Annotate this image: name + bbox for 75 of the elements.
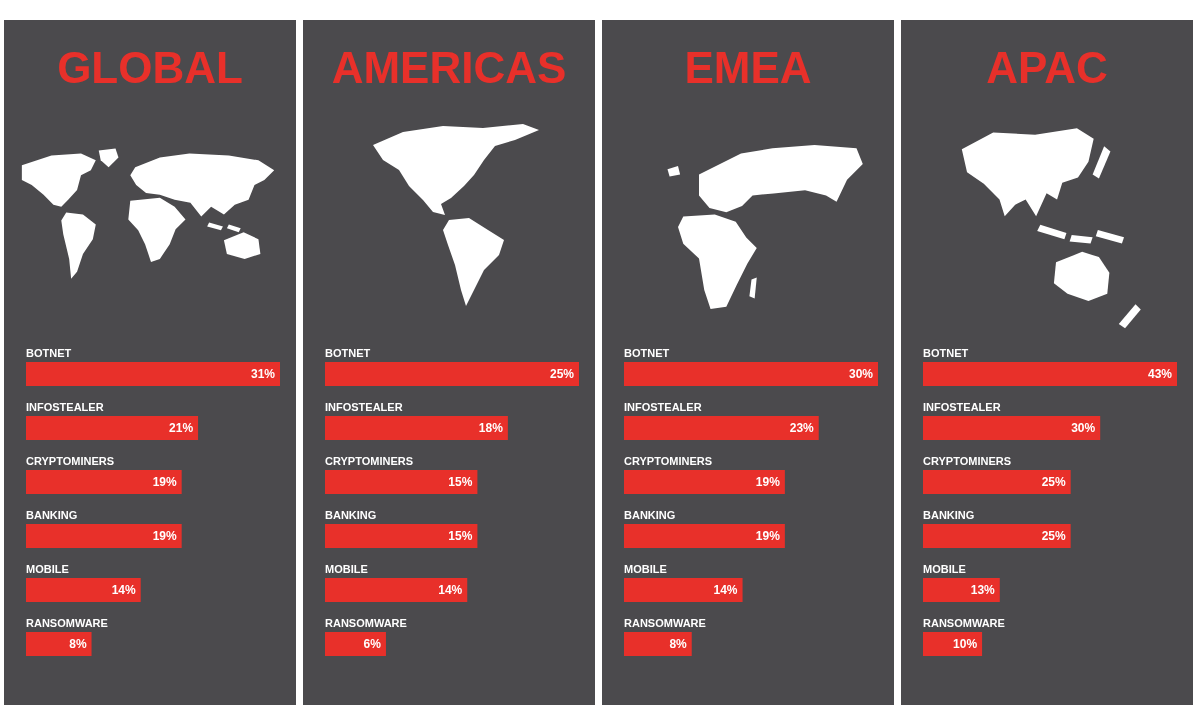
data-label: 25% — [549, 367, 575, 381]
y-tick-label: RANSOMWARE — [624, 616, 706, 629]
bar — [923, 524, 1071, 548]
y-tick-label: BOTNET — [325, 346, 371, 359]
bar — [26, 470, 182, 494]
bar — [923, 578, 1000, 602]
data-label: 14% — [111, 583, 137, 597]
y-tick-label: INFOSTEALER — [325, 400, 403, 413]
bar — [325, 578, 468, 602]
bar — [923, 470, 1071, 494]
bar — [923, 362, 1177, 386]
bar — [325, 362, 579, 386]
data-label: 8% — [669, 637, 688, 651]
chart-title: GLOBAL — [57, 42, 243, 92]
y-tick-label: MOBILE — [923, 562, 966, 575]
y-tick-label: BANKING — [26, 508, 78, 521]
y-tick-label: BOTNET — [26, 346, 72, 359]
y-tick-label: INFOSTEALER — [26, 400, 104, 413]
data-label: 31% — [250, 367, 276, 381]
y-tick-label: CRYPTOMINERS — [923, 454, 1012, 467]
bar — [624, 362, 878, 386]
bar — [325, 632, 386, 656]
bar — [26, 524, 182, 548]
chart-title: EMEA — [684, 42, 812, 92]
y-tick-label: CRYPTOMINERS — [325, 454, 414, 467]
y-tick-label: INFOSTEALER — [923, 400, 1001, 413]
y-tick-label: RANSOMWARE — [26, 616, 108, 629]
data-label: 25% — [1041, 529, 1066, 543]
bar — [624, 416, 819, 440]
data-label: 14% — [713, 583, 738, 597]
data-label: 19% — [152, 475, 177, 489]
y-tick-label: BANKING — [923, 508, 975, 521]
data-label: 18% — [478, 421, 504, 435]
data-label: 15% — [448, 529, 473, 543]
y-tick-label: BANKING — [624, 508, 676, 521]
data-label: 10% — [953, 637, 978, 651]
data-label: 13% — [970, 583, 996, 597]
y-tick-label: INFOSTEALER — [624, 400, 702, 413]
bar — [624, 632, 692, 656]
bar — [325, 524, 478, 548]
data-label: 14% — [438, 583, 463, 597]
bar — [26, 632, 92, 656]
y-tick-label: BOTNET — [624, 346, 670, 359]
bar — [325, 470, 478, 494]
y-tick-label: BANKING — [325, 508, 377, 521]
y-tick-label: CRYPTOMINERS — [624, 454, 713, 467]
y-tick-label: MOBILE — [26, 562, 69, 575]
data-label: 25% — [1041, 475, 1066, 489]
data-label: 15% — [448, 475, 473, 489]
y-tick-label: CRYPTOMINERS — [26, 454, 115, 467]
bar — [26, 362, 280, 386]
bar — [624, 524, 785, 548]
data-label: 19% — [755, 475, 781, 489]
bar — [923, 416, 1101, 440]
bar — [26, 578, 141, 602]
y-tick-label: RANSOMWARE — [923, 616, 1005, 629]
data-label: 19% — [755, 529, 781, 543]
bar — [624, 470, 785, 494]
data-label: 8% — [69, 637, 87, 651]
y-tick-label: MOBILE — [325, 562, 368, 575]
data-label: 21% — [169, 421, 194, 435]
data-label: 30% — [1071, 421, 1096, 435]
bar — [325, 416, 508, 440]
data-label: 6% — [363, 637, 382, 651]
y-tick-label: RANSOMWARE — [325, 616, 407, 629]
y-tick-label: BOTNET — [923, 346, 969, 359]
data-label: 30% — [848, 367, 874, 381]
data-label: 23% — [789, 421, 815, 435]
data-label: 43% — [1147, 367, 1173, 381]
bar — [624, 578, 743, 602]
bar — [26, 416, 199, 440]
chart-title: AMERICAS — [331, 42, 567, 92]
chart-title: APAC — [986, 42, 1108, 92]
data-label: 19% — [152, 529, 177, 543]
y-tick-label: MOBILE — [624, 562, 667, 575]
